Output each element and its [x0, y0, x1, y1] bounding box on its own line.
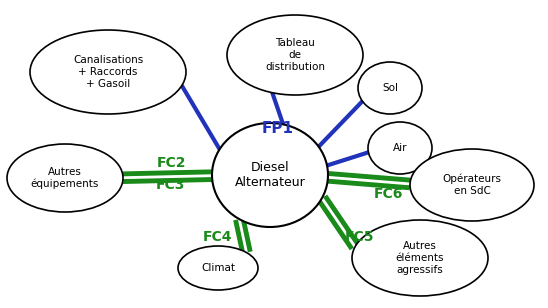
Ellipse shape: [227, 15, 363, 95]
Ellipse shape: [7, 144, 123, 212]
Text: Sol: Sol: [382, 83, 398, 93]
Text: Tableau
de
distribution: Tableau de distribution: [265, 38, 325, 71]
Text: Autres
éléments
agressifs: Autres éléments agressifs: [396, 241, 444, 275]
Text: FC6: FC6: [373, 187, 403, 201]
Text: FC4: FC4: [203, 230, 233, 244]
Ellipse shape: [30, 30, 186, 114]
Text: Opérateurs
en SdC: Opérateurs en SdC: [442, 174, 501, 196]
Ellipse shape: [358, 62, 422, 114]
Ellipse shape: [352, 220, 488, 296]
Ellipse shape: [410, 149, 534, 221]
Ellipse shape: [212, 123, 328, 227]
Text: FC3: FC3: [155, 178, 185, 192]
Text: Climat: Climat: [201, 263, 235, 273]
Ellipse shape: [178, 246, 258, 290]
Text: Autres
équipements: Autres équipements: [31, 167, 99, 189]
Text: Canalisations
+ Raccords
+ Gasoil: Canalisations + Raccords + Gasoil: [73, 55, 143, 89]
Text: Diesel
Alternateur: Diesel Alternateur: [235, 161, 305, 189]
Text: FC5: FC5: [345, 230, 375, 244]
Text: FC2: FC2: [157, 156, 187, 170]
Text: Air: Air: [393, 143, 407, 153]
Ellipse shape: [368, 122, 432, 174]
Text: FP1: FP1: [262, 120, 294, 136]
